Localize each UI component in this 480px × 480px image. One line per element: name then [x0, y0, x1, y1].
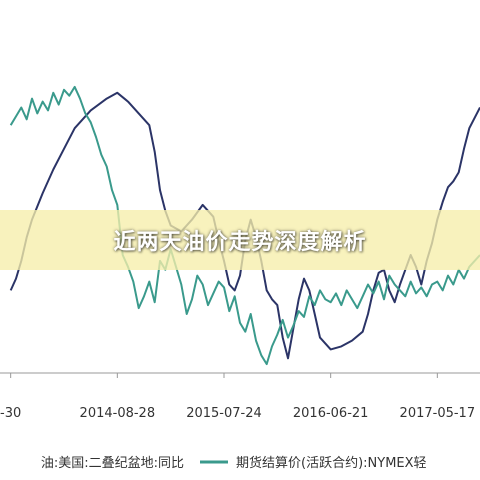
- legend-label-permian-yoy: 油:美国:二叠纪盆地:同比: [41, 456, 184, 471]
- legend-label-nymex-settlement: 期货结算价(活跃合约):NYMEX轻: [236, 455, 427, 471]
- x-tick-label: 2015-07-24: [186, 406, 262, 421]
- x-tick-label: 2014-08-28: [80, 406, 156, 421]
- legend: 油:美国:二叠纪盆地:同比 期货结算价(活跃合约):NYMEX轻: [41, 455, 427, 471]
- x-tick-label: 2016-06-21: [293, 406, 369, 421]
- title-banner: 近两天油价走势深度解析: [0, 210, 480, 270]
- series-line-nymex-settlement: [9, 85, 480, 366]
- x-tick-label: -30: [0, 406, 21, 421]
- x-tick-label: 2017-05-17: [400, 406, 476, 421]
- x-axis-ticks: -30 2014-08-28 2015-07-24 2016-06-21 2017-05…: [0, 373, 475, 421]
- banner-title: 近两天油价走势深度解析: [113, 230, 367, 255]
